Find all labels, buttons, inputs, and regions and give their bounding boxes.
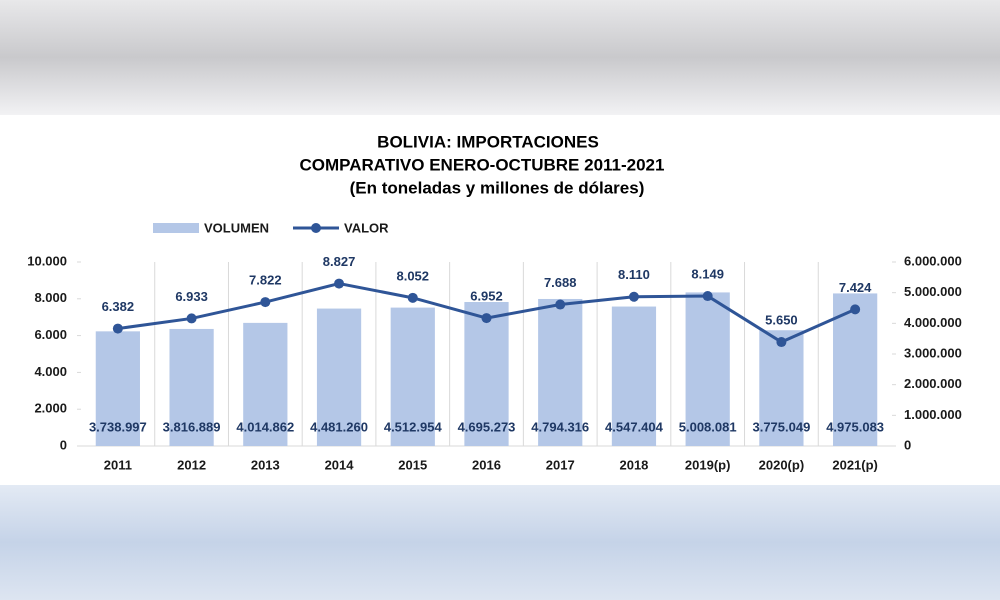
x-tick-label: 2015 [398, 457, 427, 472]
data-label: 6.952 [470, 289, 503, 304]
data-label: 4.547.404 [605, 419, 664, 434]
data-label: 3.816.889 [163, 419, 221, 434]
x-tick-label: 2013 [251, 457, 280, 472]
bar [464, 302, 509, 446]
data-label: 7.688 [544, 275, 577, 290]
data-label: 4.794.316 [531, 419, 589, 434]
data-label: 8.827 [323, 254, 356, 269]
data-label: 7.424 [839, 280, 872, 295]
data-label: 3.775.049 [752, 419, 810, 434]
background-top [0, 0, 1000, 115]
y2-tick-label: 4.000.000 [904, 315, 962, 330]
chart-title: BOLIVIA: IMPORTACIONES [377, 132, 599, 151]
x-tick-label: 2020(p) [759, 457, 805, 472]
bar [611, 306, 657, 446]
y-tick-label: 10.000 [27, 253, 67, 268]
point [628, 291, 639, 302]
y-tick-label: 4.000 [34, 364, 67, 379]
y-tick-label: 8.000 [34, 290, 67, 305]
x-tick-label: 2021(p) [832, 457, 878, 472]
data-label: 7.822 [249, 273, 282, 288]
data-label: 6.382 [102, 299, 135, 314]
data-label: 8.052 [396, 268, 429, 283]
bar [538, 298, 583, 446]
chart-title: (En toneladas y millones de dólares) [350, 178, 645, 197]
y2-tick-label: 3.000.000 [904, 345, 962, 360]
y2-tick-label: 5.000.000 [904, 284, 962, 299]
point [850, 304, 861, 315]
data-label: 4.512.954 [384, 419, 443, 434]
chart-title: COMPARATIVO ENERO-OCTUBRE 2011-2021 [300, 155, 665, 174]
data-label: 8.110 [618, 267, 650, 282]
x-tick-label: 2019(p) [685, 457, 731, 472]
x-tick-label: 2018 [619, 457, 648, 472]
bar [390, 307, 435, 446]
point [112, 323, 123, 334]
point [702, 291, 713, 302]
data-label: 5.008.081 [679, 419, 737, 434]
bar [833, 293, 878, 446]
bar [243, 322, 288, 446]
y-tick-label: 6.000 [34, 327, 67, 342]
y2-tick-label: 1.000.000 [904, 407, 962, 422]
point [481, 313, 492, 324]
data-label: 4.695.273 [458, 419, 516, 434]
bar [759, 330, 804, 446]
point [555, 299, 566, 310]
point [407, 292, 418, 303]
bar [169, 328, 214, 446]
y2-tick-label: 0 [904, 437, 911, 452]
y-tick-label: 2.000 [34, 401, 67, 416]
data-label: 8.149 [691, 266, 724, 281]
data-label: 3.738.997 [89, 419, 147, 434]
bar [316, 308, 362, 446]
legend-swatch [311, 223, 321, 233]
x-tick-label: 2011 [104, 457, 132, 472]
x-tick-label: 2012 [177, 457, 206, 472]
legend-swatch [153, 223, 199, 233]
y-tick-label: 0 [60, 437, 67, 452]
legend-label: VALOR [344, 220, 389, 235]
data-label: 4.975.083 [826, 419, 884, 434]
x-tick-label: 2014 [325, 457, 355, 472]
data-label: 4.481.260 [310, 419, 368, 434]
y2-tick-label: 2.000.000 [904, 376, 962, 391]
point [334, 278, 345, 289]
background-bottom [0, 485, 1000, 600]
x-tick-label: 2016 [472, 457, 501, 472]
legend-label: VOLUMEN [204, 220, 269, 235]
data-label: 6.933 [175, 289, 208, 304]
point [260, 297, 271, 308]
data-label: 5.650 [765, 312, 798, 327]
data-label: 4.014.862 [236, 419, 294, 434]
x-tick-label: 2017 [546, 457, 575, 472]
point [186, 313, 197, 324]
bar [685, 292, 730, 446]
y2-tick-label: 6.000.000 [904, 253, 962, 268]
point [776, 337, 787, 348]
bar [95, 331, 140, 446]
